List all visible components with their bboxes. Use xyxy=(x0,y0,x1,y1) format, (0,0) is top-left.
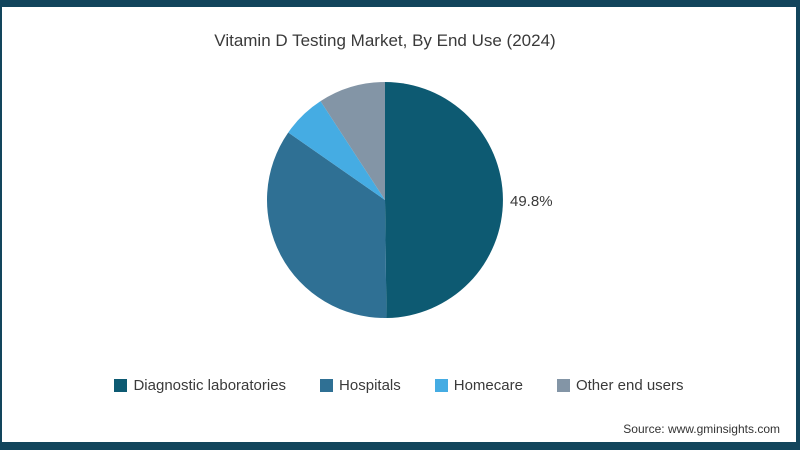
slice-data-label: 49.8% xyxy=(510,193,553,210)
legend-item: Other end users xyxy=(556,377,684,394)
legend: Diagnostic laboratories Hospitals Homecare… xyxy=(2,377,796,394)
pie-slice-homecare xyxy=(288,101,385,200)
legend-swatch xyxy=(556,379,570,392)
legend-item: Homecare xyxy=(434,377,523,394)
legend-label: Diagnostic laboratories xyxy=(133,377,287,394)
legend-swatch xyxy=(114,379,128,392)
chart-title: Vitamin D Testing Market, By End Use (20… xyxy=(214,31,556,50)
source-text: Source: www.gminsights.com xyxy=(623,422,780,436)
pie-slice-hospitals xyxy=(267,132,387,318)
legend-swatch xyxy=(320,379,334,392)
legend-label: Homecare xyxy=(453,377,523,394)
legend-swatch xyxy=(434,379,448,392)
legend-label: Other end users xyxy=(575,377,684,394)
legend-item: Diagnostic laboratories xyxy=(114,377,286,394)
bottom-border-bar xyxy=(2,442,796,450)
legend-label: Hospitals xyxy=(339,377,401,394)
legend-item: Hospitals xyxy=(320,377,401,394)
pie-slice-other-end-users xyxy=(320,82,385,200)
pie-slice-diagnostic-laboratories xyxy=(385,82,503,318)
top-border-bar xyxy=(2,0,796,7)
